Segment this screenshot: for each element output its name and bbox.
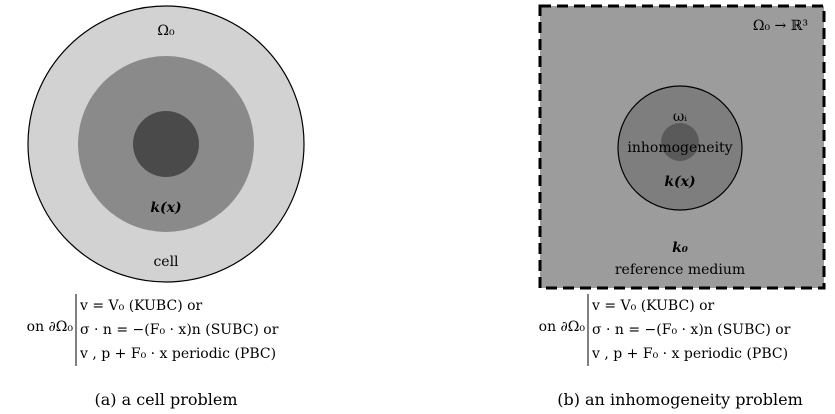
cell-bc-line-1: v = V₀ (KUBC) or [79, 298, 203, 314]
inhomogeneity-label: inhomogeneity [627, 140, 732, 156]
cell-domain-label: Ω₀ [157, 23, 175, 39]
inhom-bc-line-3: v , p + F₀ · x periodic (PBC) [591, 346, 788, 362]
inhom-bc-prefix: on ∂Ω₀ [539, 319, 586, 335]
inhom-bc-line-2: σ · n = −(F₀ · x)n (SUBC) or [592, 322, 791, 338]
cell-bc-prefix: on ∂Ω₀ [27, 319, 74, 335]
caption-a: (a) a cell problem [94, 390, 237, 409]
omega-label: ωᵢ [673, 109, 687, 125]
inhomogeneity-core [661, 123, 699, 161]
inhomogeneity-k-label: k(x) [664, 174, 695, 190]
domain-limit-label: Ω₀ → ℝ³ [753, 18, 808, 34]
cell-core-circle [133, 111, 199, 177]
k0-label: k₀ [672, 240, 688, 256]
reference-medium-label: reference medium [615, 262, 745, 278]
cell-label: cell [153, 254, 179, 270]
cell-k-label: k(x) [150, 200, 181, 216]
inhom-bc-line-1: v = V₀ (KUBC) or [591, 298, 715, 314]
caption-b: (b) an inhomogeneity problem [557, 390, 803, 409]
cell-bc-line-3: v , p + F₀ · x periodic (PBC) [79, 346, 276, 362]
cell-bc-line-2: σ · n = −(F₀ · x)n (SUBC) or [80, 322, 279, 338]
